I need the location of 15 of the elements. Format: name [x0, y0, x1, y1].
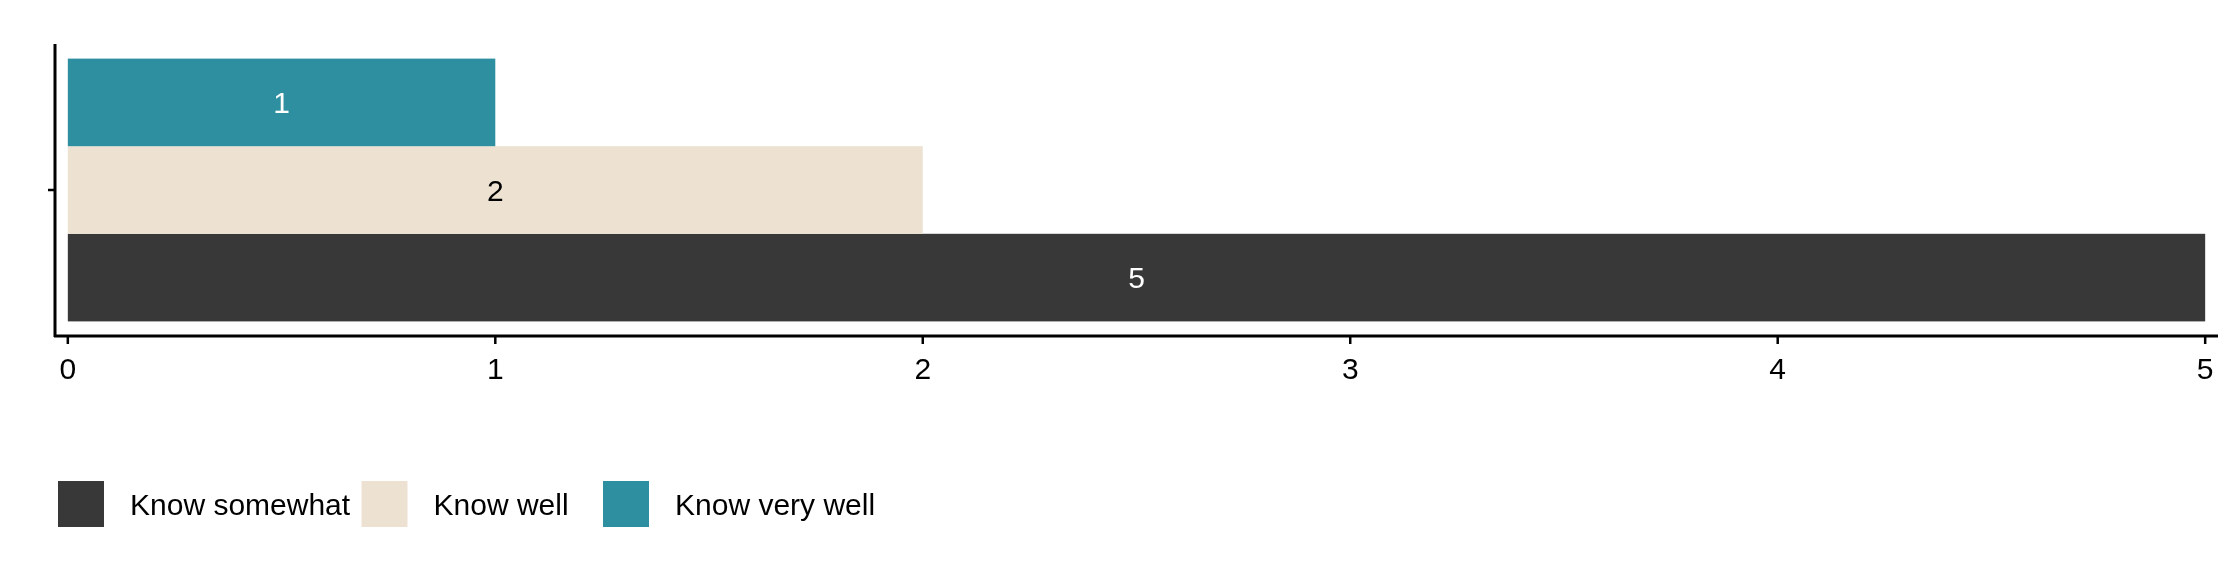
bar — [67, 233, 2206, 322]
data-label: 2 — [486, 173, 504, 207]
x-tick-label: 5 — [2196, 351, 2214, 385]
legend-label: Know somewhat — [130, 487, 351, 521]
x-tick-label: 0 — [59, 351, 77, 385]
x-tick-label: 3 — [1341, 351, 1359, 385]
x-tick-label: 1 — [486, 351, 504, 385]
data-label: 1 — [273, 85, 290, 119]
bar — [67, 58, 496, 147]
x-tick-label: 2 — [914, 351, 932, 385]
x-tick-label: 4 — [1769, 351, 1787, 385]
bar — [67, 146, 923, 234]
legend-label: Know well — [433, 487, 569, 521]
data-label: 5 — [1128, 261, 1145, 295]
legend-label: Know very well — [675, 487, 876, 521]
